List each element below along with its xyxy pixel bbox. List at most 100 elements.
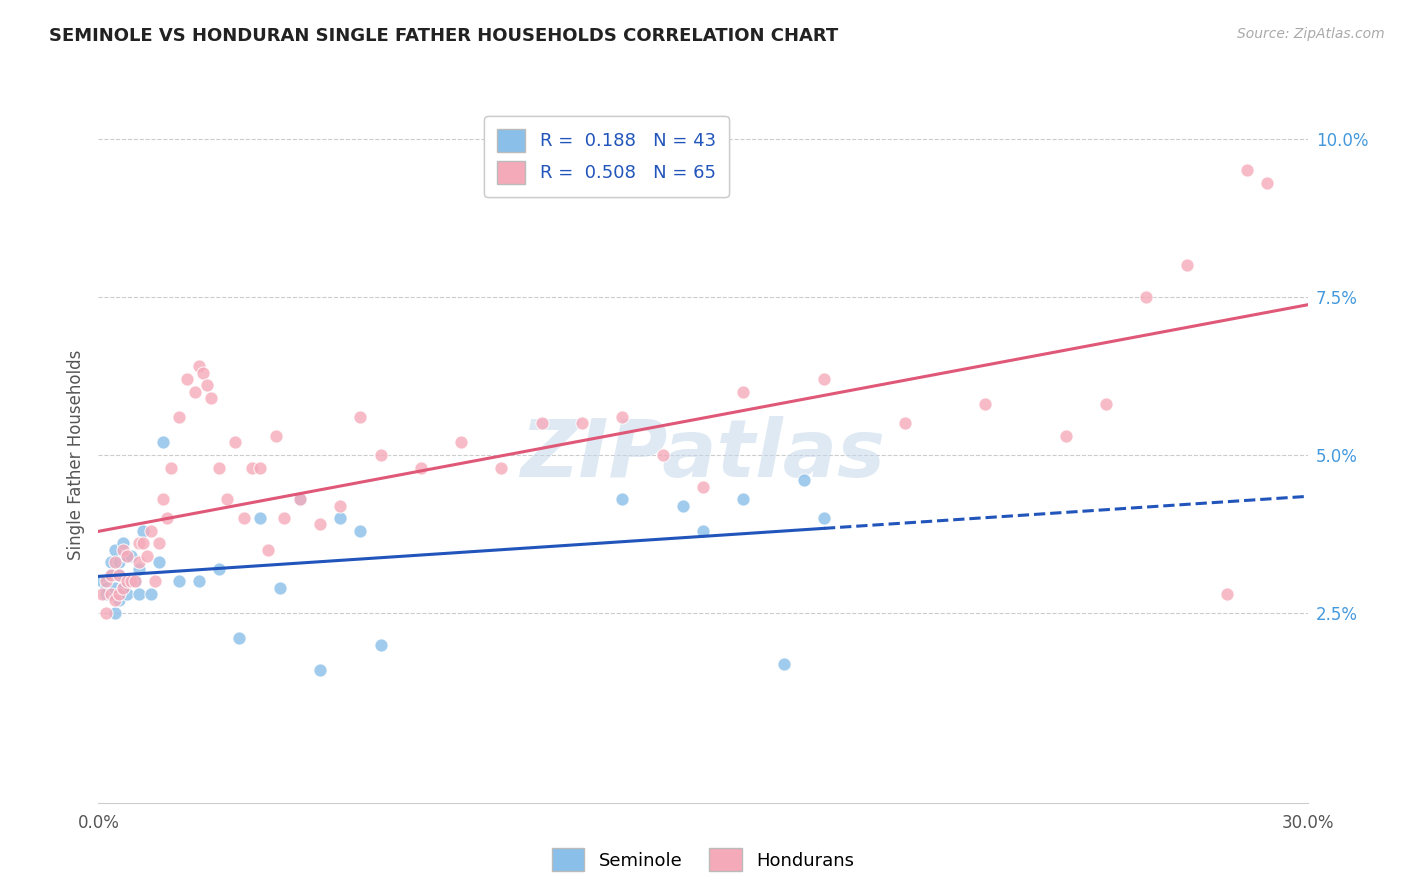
Point bbox=[120, 549, 142, 563]
Point bbox=[692, 524, 714, 538]
Point bbox=[91, 587, 114, 601]
Point bbox=[288, 492, 311, 507]
Point bbox=[813, 372, 835, 386]
Point bbox=[135, 549, 157, 563]
Point bbox=[148, 536, 170, 550]
Point bbox=[107, 587, 129, 601]
Point bbox=[128, 536, 150, 550]
Point bbox=[309, 517, 332, 532]
Point bbox=[103, 606, 125, 620]
Point bbox=[100, 587, 122, 601]
Point bbox=[111, 536, 134, 550]
Point bbox=[200, 391, 222, 405]
Point bbox=[115, 587, 138, 601]
Point bbox=[188, 359, 211, 374]
Point bbox=[249, 511, 271, 525]
Point bbox=[96, 606, 118, 620]
Point bbox=[176, 372, 198, 386]
Point bbox=[1054, 429, 1077, 443]
Point bbox=[115, 574, 138, 589]
Point bbox=[128, 562, 150, 576]
Point bbox=[91, 574, 114, 589]
Point bbox=[232, 511, 254, 525]
Point bbox=[349, 524, 371, 538]
Point bbox=[974, 397, 997, 411]
Point bbox=[530, 417, 553, 431]
Point bbox=[103, 542, 125, 557]
Point bbox=[224, 435, 246, 450]
Point bbox=[96, 574, 118, 589]
Point bbox=[288, 492, 311, 507]
Point bbox=[893, 417, 915, 431]
Point bbox=[132, 524, 155, 538]
Point bbox=[111, 581, 134, 595]
Point bbox=[100, 587, 122, 601]
Point bbox=[217, 492, 239, 507]
Point bbox=[103, 593, 125, 607]
Point bbox=[156, 511, 179, 525]
Point bbox=[188, 574, 211, 589]
Point bbox=[148, 556, 170, 570]
Point bbox=[96, 581, 118, 595]
Point bbox=[370, 638, 392, 652]
Point bbox=[228, 632, 250, 646]
Point bbox=[208, 460, 231, 475]
Point bbox=[692, 479, 714, 493]
Point bbox=[100, 556, 122, 570]
Point bbox=[793, 473, 815, 487]
Point bbox=[240, 460, 263, 475]
Point bbox=[1216, 587, 1239, 601]
Point bbox=[124, 574, 146, 589]
Point bbox=[195, 378, 218, 392]
Text: ZIPatlas: ZIPatlas bbox=[520, 416, 886, 494]
Point bbox=[208, 562, 231, 576]
Point bbox=[143, 574, 166, 589]
Point bbox=[1175, 258, 1198, 272]
Point bbox=[813, 511, 835, 525]
Point bbox=[128, 587, 150, 601]
Point bbox=[409, 460, 432, 475]
Point bbox=[1256, 176, 1278, 190]
Point bbox=[120, 574, 142, 589]
Legend: R =  0.188   N = 43, R =  0.508   N = 65: R = 0.188 N = 43, R = 0.508 N = 65 bbox=[484, 116, 728, 197]
Point bbox=[256, 542, 278, 557]
Point bbox=[107, 593, 129, 607]
Point bbox=[772, 657, 794, 671]
Point bbox=[139, 524, 162, 538]
Point bbox=[269, 581, 291, 595]
Point bbox=[672, 499, 695, 513]
Point bbox=[103, 556, 125, 570]
Point bbox=[571, 417, 593, 431]
Point bbox=[115, 574, 138, 589]
Legend: Seminole, Hondurans: Seminole, Hondurans bbox=[544, 841, 862, 879]
Point bbox=[733, 384, 755, 399]
Text: SEMINOLE VS HONDURAN SINGLE FATHER HOUSEHOLDS CORRELATION CHART: SEMINOLE VS HONDURAN SINGLE FATHER HOUSE… bbox=[49, 27, 838, 45]
Y-axis label: Single Father Households: Single Father Households bbox=[66, 350, 84, 560]
Point bbox=[329, 499, 352, 513]
Point bbox=[96, 587, 118, 601]
Point bbox=[612, 409, 634, 424]
Point bbox=[128, 556, 150, 570]
Point bbox=[167, 409, 190, 424]
Point bbox=[249, 460, 271, 475]
Point bbox=[152, 492, 174, 507]
Point bbox=[115, 549, 138, 563]
Point bbox=[152, 435, 174, 450]
Point bbox=[349, 409, 371, 424]
Point bbox=[733, 492, 755, 507]
Point bbox=[100, 568, 122, 582]
Point bbox=[100, 568, 122, 582]
Point bbox=[612, 492, 634, 507]
Point bbox=[107, 556, 129, 570]
Point bbox=[273, 511, 295, 525]
Point bbox=[184, 384, 207, 399]
Point bbox=[1236, 163, 1258, 178]
Point bbox=[107, 568, 129, 582]
Point bbox=[124, 574, 146, 589]
Point bbox=[1095, 397, 1118, 411]
Point bbox=[115, 549, 138, 563]
Point bbox=[107, 568, 129, 582]
Point bbox=[103, 581, 125, 595]
Point bbox=[193, 366, 215, 380]
Text: Source: ZipAtlas.com: Source: ZipAtlas.com bbox=[1237, 27, 1385, 41]
